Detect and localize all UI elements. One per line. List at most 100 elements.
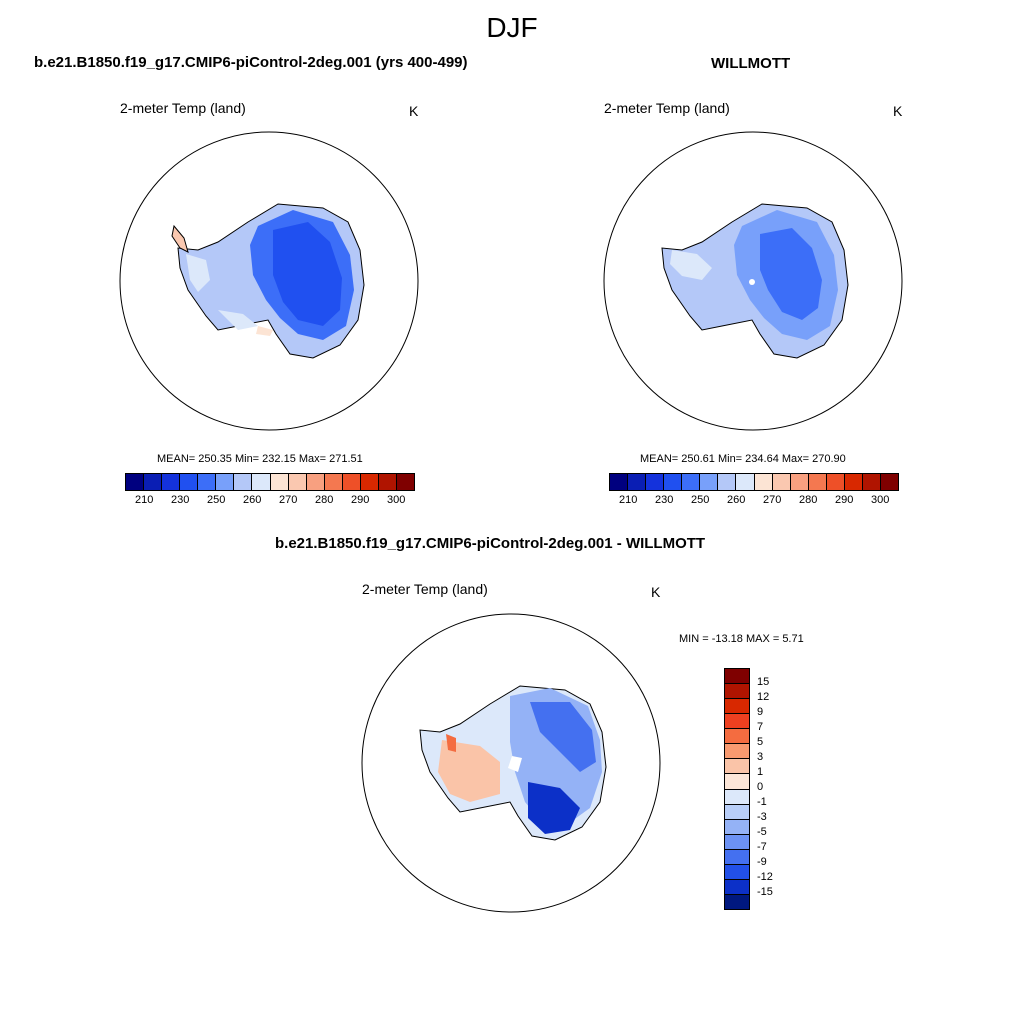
colorbar-swatch — [396, 474, 414, 490]
colorbar-swatch — [725, 744, 749, 760]
colorbar-swatch — [844, 474, 863, 490]
colorbar-tick-label: 270 — [763, 494, 782, 506]
left-map — [119, 131, 419, 431]
right-case-title: WILLMOTT — [711, 55, 791, 72]
diff-units-label: K — [651, 584, 661, 600]
colorbar-swatch — [826, 474, 845, 490]
colorbar-tick-label: 260 — [727, 494, 746, 506]
colorbar-swatch — [790, 474, 809, 490]
colorbar-tick-label: -1 — [757, 796, 767, 808]
left-variable-label: 2-meter Temp (land) — [120, 100, 246, 116]
colorbar-swatch — [725, 834, 749, 850]
colorbar-swatch — [144, 474, 163, 490]
colorbar-swatch — [725, 864, 749, 880]
colorbar-swatch — [682, 474, 701, 490]
colorbar-swatch — [288, 474, 307, 490]
colorbar-swatch — [725, 804, 749, 820]
colorbar-swatch — [725, 879, 749, 895]
colorbar-swatch — [342, 474, 361, 490]
right-antarctica — [661, 203, 849, 359]
diff-colorbar — [724, 668, 750, 910]
colorbar-swatch — [725, 684, 749, 700]
colorbar-tick-label: -15 — [757, 886, 773, 898]
diff-case-title: b.e21.B1850.f19_g17.CMIP6-piControl-2deg… — [275, 535, 706, 552]
colorbar-swatch — [725, 714, 749, 730]
right-stats: MEAN= 250.61 Min= 234.64 Max= 270.90 — [640, 453, 846, 465]
colorbar-tick-label: -3 — [757, 811, 767, 823]
colorbar-swatch — [725, 774, 749, 790]
colorbar-swatch — [725, 819, 749, 835]
colorbar-swatch — [378, 474, 397, 490]
colorbar-swatch — [162, 474, 181, 490]
colorbar-swatch — [725, 759, 749, 775]
colorbar-swatch — [880, 474, 898, 490]
left-units-label: K — [409, 103, 419, 119]
colorbar-tick-label: 250 — [691, 494, 710, 506]
colorbar-swatch — [610, 474, 629, 490]
colorbar-tick-label: 300 — [387, 494, 406, 506]
colorbar-swatch — [725, 699, 749, 715]
colorbar-tick-label: -9 — [757, 856, 767, 868]
figure-title: DJF — [486, 12, 538, 43]
colorbar-swatch — [234, 474, 253, 490]
colorbar-tick-label: 210 — [619, 494, 638, 506]
colorbar-tick-label: 3 — [757, 751, 764, 763]
colorbar-swatch — [736, 474, 755, 490]
colorbar-swatch — [718, 474, 737, 490]
colorbar-tick-label: 230 — [171, 494, 190, 506]
right-map — [603, 131, 903, 431]
colorbar-tick-label: 1 — [757, 766, 764, 778]
colorbar-swatch — [700, 474, 719, 490]
colorbar-swatch — [772, 474, 791, 490]
colorbar-swatch — [198, 474, 217, 490]
colorbar-swatch — [725, 849, 749, 865]
colorbar-swatch — [252, 474, 271, 490]
colorbar-tick-label: 300 — [871, 494, 890, 506]
colorbar-swatch — [324, 474, 343, 490]
colorbar-tick-label: 15 — [757, 676, 770, 688]
colorbar-tick-label: 0 — [757, 781, 764, 793]
left-case-title: b.e21.B1850.f19_g17.CMIP6-piControl-2deg… — [34, 54, 468, 71]
colorbar-swatch — [628, 474, 647, 490]
colorbar-tick-label: -5 — [757, 826, 767, 838]
right-colorbar — [609, 473, 899, 491]
colorbar-tick-label: 290 — [835, 494, 854, 506]
colorbar-tick-label: 290 — [351, 494, 370, 506]
colorbar-tick-label: 5 — [757, 736, 764, 748]
left-antarctica — [171, 203, 365, 359]
colorbar-tick-label: 250 — [207, 494, 226, 506]
colorbar-swatch — [808, 474, 827, 490]
colorbar-swatch — [664, 474, 683, 490]
colorbar-swatch — [725, 789, 749, 805]
colorbar-swatch — [725, 894, 749, 909]
colorbar-tick-label: 230 — [655, 494, 674, 506]
colorbar-swatch — [862, 474, 881, 490]
colorbar-swatch — [180, 474, 199, 490]
left-stats: MEAN= 250.35 Min= 232.15 Max= 271.51 — [157, 453, 363, 465]
colorbar-swatch — [126, 474, 145, 490]
diff-antarctica — [419, 685, 607, 841]
colorbar-tick-label: 280 — [799, 494, 818, 506]
colorbar-swatch — [270, 474, 289, 490]
diff-variable-label: 2-meter Temp (land) — [362, 581, 488, 597]
right-variable-label: 2-meter Temp (land) — [604, 100, 730, 116]
colorbar-tick-label: 210 — [135, 494, 154, 506]
colorbar-swatch — [216, 474, 235, 490]
diff-stats: MIN = -13.18 MAX = 5.71 — [679, 633, 804, 645]
colorbar-tick-label: 270 — [279, 494, 298, 506]
colorbar-tick-label: 260 — [243, 494, 262, 506]
colorbar-tick-label: 9 — [757, 706, 764, 718]
left-colorbar — [125, 473, 415, 491]
colorbar-swatch — [754, 474, 773, 490]
colorbar-swatch — [360, 474, 379, 490]
colorbar-swatch — [306, 474, 325, 490]
colorbar-tick-label: 280 — [315, 494, 334, 506]
colorbar-tick-label: -7 — [757, 841, 767, 853]
colorbar-swatch — [646, 474, 665, 490]
colorbar-tick-label: -12 — [757, 871, 773, 883]
diff-map — [361, 613, 661, 913]
colorbar-tick-label: 12 — [757, 691, 770, 703]
colorbar-swatch — [725, 729, 749, 745]
right-units-label: K — [893, 103, 903, 119]
colorbar-swatch — [725, 669, 749, 685]
